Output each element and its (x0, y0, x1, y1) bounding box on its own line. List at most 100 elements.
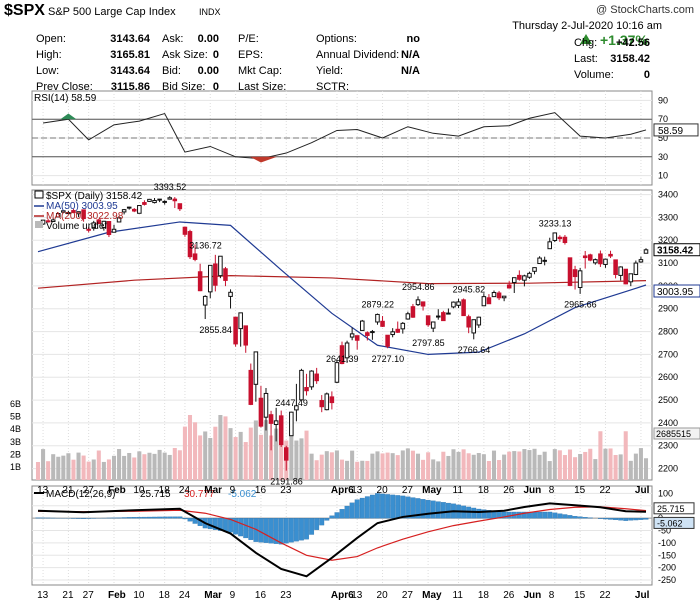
candle-body (522, 275, 527, 281)
candle-body (481, 296, 487, 307)
candle-body (76, 211, 81, 215)
volume-bar (598, 431, 603, 480)
x-tick-label: Jul (635, 485, 650, 496)
macd-histogram-bar (501, 511, 507, 519)
macd-value-box (653, 516, 695, 529)
candle-body (142, 202, 147, 205)
quote-label: Chg: (574, 37, 598, 49)
candle-body (587, 254, 593, 261)
candle-body (339, 345, 345, 365)
candle-body (294, 405, 299, 411)
volume-bar (329, 452, 334, 480)
macd-histogram-bar (182, 518, 188, 520)
volume-bar (208, 437, 213, 480)
candle-body (268, 414, 274, 424)
x-tick-label: 20 (377, 590, 389, 601)
candle-body (471, 319, 477, 334)
volume-bar (400, 450, 405, 480)
volume-bar (304, 430, 309, 480)
macd-histogram-bar (334, 512, 340, 519)
rsi-overbought-fill (60, 113, 77, 120)
volume-bar (81, 455, 86, 480)
candle-body (96, 219, 102, 225)
macd-histogram-bar (375, 493, 380, 519)
price-annotation: 3393.52 (154, 182, 187, 192)
macd-histogram-bar (506, 511, 512, 519)
x-tick-label: 18 (478, 590, 490, 601)
volume-bar (426, 452, 431, 480)
candle-body (430, 321, 436, 329)
macd-histogram-bar (152, 516, 157, 519)
volume-bar (415, 453, 421, 480)
macd-histogram-bar (344, 505, 350, 519)
macd-panel (31, 485, 653, 586)
x-tick-label: 10 (133, 590, 145, 601)
macd-value-label: 25.715 (657, 504, 685, 514)
macd-label-name: MACD(12,26,9) (46, 489, 115, 500)
candle-body (131, 208, 137, 212)
exchange: INDX (199, 7, 221, 17)
macd-histogram-bar (126, 517, 132, 519)
macd-histogram-bar (395, 495, 401, 519)
volume-bar (613, 454, 618, 480)
x-tick-label: Jun (523, 590, 541, 601)
volume-bar (203, 431, 208, 480)
macd-tick-label: -100 (658, 538, 676, 548)
price-legend-label: MA(200) 3022.98 (46, 211, 124, 222)
macd-histogram-bar (268, 518, 274, 544)
x-tick-label: Mar (204, 590, 222, 601)
legend-swatch (34, 190, 44, 199)
macd-histogram-bar (258, 518, 264, 543)
volume-bar (471, 454, 476, 480)
volume-bar (51, 454, 56, 480)
price-tick-label: 2300 (658, 441, 678, 451)
candle-body (324, 393, 330, 411)
macd-histogram-bar (233, 518, 239, 535)
volume-bar (486, 460, 491, 480)
rsi-value-box (653, 123, 699, 137)
candle-body (567, 257, 573, 286)
candle-body (192, 253, 198, 260)
candle-body (86, 228, 91, 231)
volume-bar (319, 454, 324, 480)
volume-bar (56, 456, 61, 480)
price-annotation: 2766.64 (458, 345, 491, 355)
quote-value: N/A (401, 49, 420, 61)
macd-histogram-bar (131, 517, 137, 519)
candle-body (451, 301, 456, 308)
rsi-value: 58.59 (658, 126, 683, 137)
macd-histogram-bar (628, 518, 634, 521)
macd-histogram-bar (643, 518, 649, 520)
price-tick-label: 3100 (658, 258, 678, 268)
volume-bar (147, 452, 152, 480)
rsi-label: RSI(14) 58.59 (34, 93, 97, 104)
candle-body (238, 312, 243, 330)
volume-bar (187, 415, 193, 480)
candle-body (228, 291, 233, 297)
macd-histogram-bar (623, 518, 629, 521)
volume-bar (132, 457, 137, 480)
macd-signal-line (37, 506, 647, 561)
quote-label: Options: (316, 33, 357, 45)
volume-bar (552, 449, 557, 480)
x-tick-label: Apr6 (331, 485, 354, 496)
price-legend-label: Volume undef (46, 221, 107, 232)
volume-bar (441, 451, 446, 480)
x-tick-label: 9 (230, 590, 236, 601)
ma200-line (37, 275, 647, 289)
macd-histogram-bar (299, 518, 304, 541)
volume-bar (466, 453, 471, 480)
volume-bar (198, 435, 203, 480)
candle-body (547, 241, 553, 250)
volume-bar (233, 437, 238, 480)
candle-body (486, 297, 492, 305)
macd-histogram-bar (136, 516, 142, 519)
volume-bar (152, 453, 157, 480)
macd-histogram-bar (380, 493, 385, 519)
price-tick-label: 2900 (658, 304, 678, 314)
candle-body (582, 255, 588, 259)
volume-bar (446, 455, 451, 480)
volume-bar (365, 460, 370, 480)
macd-histogram-bar (608, 518, 613, 520)
